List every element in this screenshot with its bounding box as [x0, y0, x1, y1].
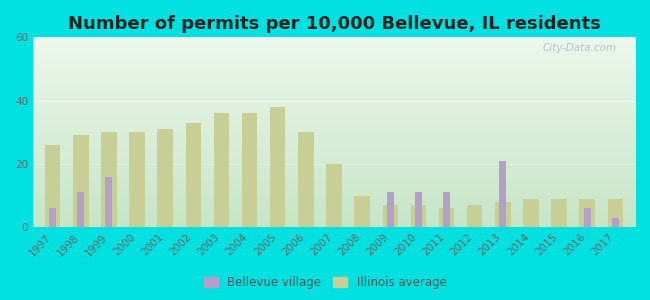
Bar [612, 218, 619, 227]
Text: City-Data.com: City-Data.com [543, 43, 617, 53]
Bar [242, 113, 257, 227]
Bar [495, 202, 510, 227]
Bar [129, 132, 145, 227]
Bar [45, 145, 60, 227]
Bar [411, 205, 426, 227]
Title: Number of permits per 10,000 Bellevue, IL residents: Number of permits per 10,000 Bellevue, I… [68, 15, 601, 33]
Bar [387, 193, 394, 227]
Bar [105, 177, 112, 227]
Bar [415, 193, 422, 227]
Bar [467, 205, 482, 227]
Bar [73, 136, 88, 227]
Bar [443, 193, 450, 227]
Bar [77, 193, 84, 227]
Bar [49, 208, 56, 227]
Bar [551, 199, 567, 227]
Bar [270, 107, 285, 227]
Bar [186, 123, 201, 227]
Bar [608, 199, 623, 227]
Bar [579, 199, 595, 227]
Bar [157, 129, 173, 227]
Bar [298, 132, 313, 227]
Bar [326, 164, 342, 227]
Bar [382, 205, 398, 227]
Bar [354, 196, 370, 227]
Bar [439, 208, 454, 227]
Legend: Bellevue village, Illinois average: Bellevue village, Illinois average [199, 272, 451, 294]
Bar [214, 113, 229, 227]
Bar [101, 132, 117, 227]
Bar [584, 208, 591, 227]
Bar [499, 161, 506, 227]
Bar [523, 199, 539, 227]
